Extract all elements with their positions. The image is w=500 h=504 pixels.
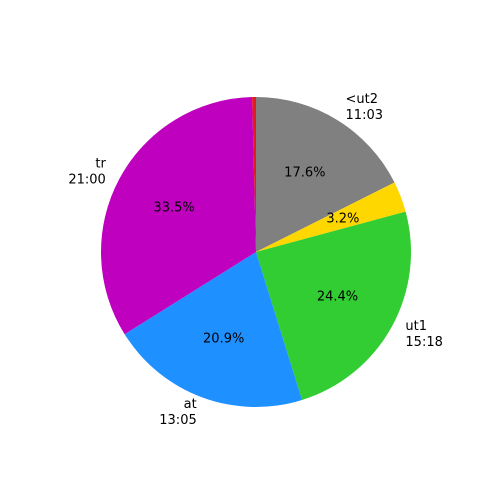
category-label-line: 11:03 [346,107,383,122]
pie-slice [100,97,257,335]
category-label: ut1 15:18 [405,319,442,350]
category-label-line: ut1 [405,319,427,334]
value-label: 20.9% [203,332,244,347]
pie-slice [124,252,303,407]
category-label: tr 21:00 [68,156,106,187]
value-label: 3.2% [326,211,359,226]
value-label: 24.4% [317,289,358,304]
value-label: 17.6% [284,165,325,180]
category-label: <ut2 11:03 [346,91,383,122]
category-label-line: 21:00 [68,172,105,187]
value-label: 33.5% [153,200,194,215]
pie-slice [256,97,395,252]
pie-slice [256,182,406,252]
category-label-line: tr [95,156,106,171]
category-label-line: at [184,396,197,411]
category-label: at 13:05 [159,396,196,427]
pie-slice [256,211,411,401]
pie-slice [252,97,256,252]
category-label-line: <ut2 [346,91,379,106]
category-label-line: 15:18 [405,335,442,350]
category-label-line: 13:05 [159,412,196,427]
